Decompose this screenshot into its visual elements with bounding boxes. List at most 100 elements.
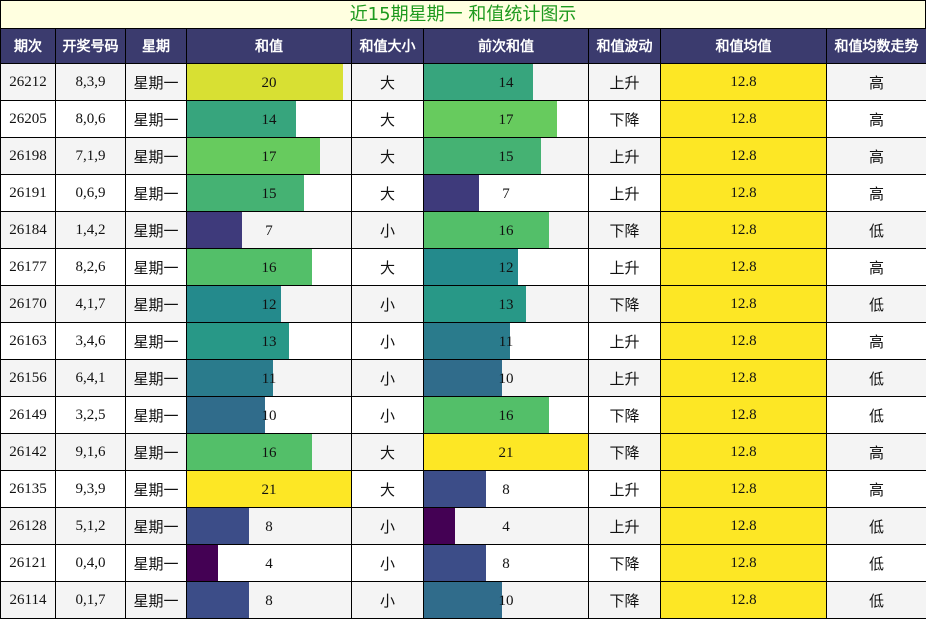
cell-sum: 15 <box>186 174 352 212</box>
cell-size: 小 <box>351 507 424 545</box>
cell-issue: 26191 <box>0 174 56 212</box>
cell-trend: 下降 <box>588 544 661 582</box>
cell-sum-bar <box>187 471 351 507</box>
cell-prev-sum-bar <box>424 101 557 137</box>
cell-issue: 26198 <box>0 137 56 175</box>
cell-size: 小 <box>351 285 424 323</box>
table-body: 26212 8,3,9 星期一 20 大 14 上升 12.8 高 26205 8,0,6 星期一 14… <box>0 63 926 619</box>
cell-sum: 17 <box>186 137 352 175</box>
cell-sum-label: 16 <box>261 259 277 276</box>
header-avg: 和值均值 <box>660 28 827 64</box>
cell-trend: 上升 <box>588 470 661 508</box>
cell-issue: 26142 <box>0 433 56 471</box>
cell-avg-trend: 高 <box>826 100 926 138</box>
sum-table: 期次 开奖号码 星期 和值 和值大小 前次和值 和值波动 和值均值 和值均数走势… <box>0 28 926 619</box>
cell-numbers: 6,4,1 <box>55 359 126 397</box>
cell-trend: 上升 <box>588 63 661 101</box>
cell-avg: 12.8 <box>660 137 827 175</box>
cell-sum-bar <box>187 545 219 581</box>
cell-sum-bar <box>187 360 273 396</box>
cell-avg: 12.8 <box>660 470 827 508</box>
cell-size: 大 <box>351 100 424 138</box>
cell-prev-sum: 13 <box>423 285 589 323</box>
cell-numbers: 0,6,9 <box>55 174 126 212</box>
cell-avg-trend: 高 <box>826 470 926 508</box>
cell-prev-sum: 10 <box>423 359 589 397</box>
cell-trend: 上升 <box>588 248 661 286</box>
cell-size: 小 <box>351 322 424 360</box>
cell-size: 大 <box>351 433 424 471</box>
cell-sum: 8 <box>186 581 352 619</box>
cell-numbers: 9,1,6 <box>55 433 126 471</box>
cell-avg-trend: 低 <box>826 544 926 582</box>
cell-prev-sum-label: 16 <box>498 407 514 424</box>
cell-trend: 下降 <box>588 211 661 249</box>
cell-prev-sum-label: 10 <box>498 592 514 609</box>
cell-weekday: 星期一 <box>125 581 187 619</box>
cell-weekday: 星期一 <box>125 507 187 545</box>
cell-avg: 12.8 <box>660 63 827 101</box>
cell-size: 小 <box>351 544 424 582</box>
cell-trend: 上升 <box>588 322 661 360</box>
cell-avg-trend: 高 <box>826 322 926 360</box>
cell-trend: 上升 <box>588 507 661 545</box>
cell-sum-bar <box>187 175 305 211</box>
cell-issue: 26135 <box>0 470 56 508</box>
cell-sum-bar <box>187 397 266 433</box>
cell-prev-sum-label: 16 <box>498 222 514 239</box>
cell-avg: 12.8 <box>660 248 827 286</box>
cell-sum-bar <box>187 286 281 322</box>
cell-avg-trend: 高 <box>826 248 926 286</box>
cell-prev-sum-bar <box>424 212 549 248</box>
cell-weekday: 星期一 <box>125 137 187 175</box>
header-prev-sum: 前次和值 <box>423 28 589 64</box>
cell-sum-label: 8 <box>265 518 273 535</box>
cell-sum: 16 <box>186 433 352 471</box>
cell-trend: 下降 <box>588 433 661 471</box>
cell-sum-label: 12 <box>261 296 277 313</box>
cell-prev-sum-label: 4 <box>502 518 510 535</box>
table-row: 26205 8,0,6 星期一 14 大 17 下降 12.8 高 <box>0 100 926 138</box>
cell-numbers: 8,2,6 <box>55 248 126 286</box>
cell-prev-sum-label: 21 <box>498 444 514 461</box>
cell-prev-sum-label: 8 <box>502 555 510 572</box>
cell-sum: 20 <box>186 63 352 101</box>
cell-prev-sum-bar <box>424 360 503 396</box>
cell-avg-trend: 低 <box>826 396 926 434</box>
table-row: 26163 3,4,6 星期一 13 小 11 上升 12.8 高 <box>0 322 926 360</box>
cell-sum-label: 13 <box>261 333 277 350</box>
cell-sum-label: 11 <box>261 370 277 387</box>
cell-sum-label: 20 <box>261 74 277 91</box>
cell-prev-sum: 10 <box>423 581 589 619</box>
cell-sum-bar <box>187 212 242 248</box>
table-row: 26114 0,1,7 星期一 8 小 10 下降 12.8 低 <box>0 581 926 619</box>
cell-prev-sum: 16 <box>423 396 589 434</box>
cell-issue: 26114 <box>0 581 56 619</box>
cell-prev-sum-label: 10 <box>498 370 514 387</box>
cell-avg-trend: 低 <box>826 285 926 323</box>
header-avg-trend: 和值均数走势 <box>826 28 926 64</box>
cell-weekday: 星期一 <box>125 470 187 508</box>
cell-sum-label: 16 <box>261 444 277 461</box>
cell-avg-trend: 高 <box>826 63 926 101</box>
cell-avg-trend: 低 <box>826 359 926 397</box>
cell-prev-sum-bar <box>424 323 510 359</box>
table-row: 26142 9,1,6 星期一 16 大 21 下降 12.8 高 <box>0 433 926 471</box>
cell-trend: 下降 <box>588 396 661 434</box>
cell-sum-bar <box>187 64 344 100</box>
cell-issue: 26156 <box>0 359 56 397</box>
cell-trend: 上升 <box>588 174 661 212</box>
cell-prev-sum-bar <box>424 582 503 618</box>
cell-avg-trend: 高 <box>826 174 926 212</box>
table-row: 26170 4,1,7 星期一 12 小 13 下降 12.8 低 <box>0 285 926 323</box>
cell-trend: 下降 <box>588 100 661 138</box>
cell-avg: 12.8 <box>660 396 827 434</box>
cell-numbers: 1,4,2 <box>55 211 126 249</box>
cell-weekday: 星期一 <box>125 322 187 360</box>
cell-sum: 8 <box>186 507 352 545</box>
cell-avg-trend: 低 <box>826 507 926 545</box>
cell-prev-sum: 11 <box>423 322 589 360</box>
cell-sum-label: 21 <box>261 481 277 498</box>
cell-prev-sum-bar <box>424 434 588 470</box>
